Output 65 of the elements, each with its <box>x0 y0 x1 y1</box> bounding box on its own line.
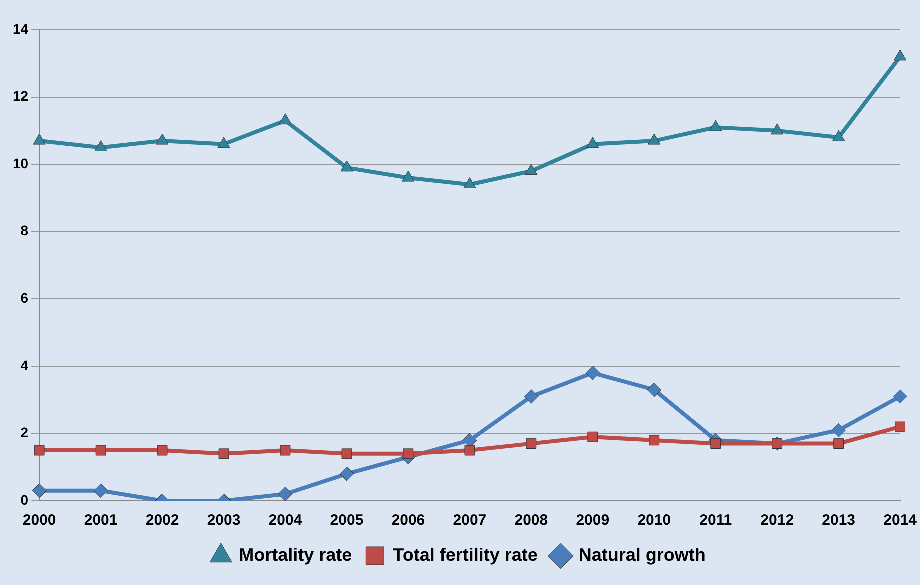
point <box>588 432 598 442</box>
legend-label: Natural growth <box>578 544 706 565</box>
x-tick-label: 2004 <box>268 512 303 530</box>
point <box>218 137 230 148</box>
point <box>403 448 414 460</box>
x-tick-label: 2006 <box>392 512 426 530</box>
point <box>33 134 46 145</box>
point <box>280 445 291 456</box>
y-tick-label: 4 <box>20 357 29 374</box>
x-tick-label: 2014 <box>884 512 918 530</box>
point <box>157 445 168 456</box>
point <box>586 366 600 380</box>
x-tick-label: 2013 <box>822 512 856 530</box>
y-tick-label: 6 <box>20 290 29 306</box>
point <box>278 487 293 501</box>
y-tick-label: 0 <box>20 492 29 508</box>
point <box>771 124 784 135</box>
point <box>649 435 660 446</box>
point <box>647 382 662 398</box>
x-tick-label: 2011 <box>700 512 732 530</box>
x-tick-label: 2008 <box>514 512 548 530</box>
x-tick-label: 2005 <box>330 512 364 530</box>
point <box>894 50 907 61</box>
x-tick-label: 2010 <box>638 512 672 530</box>
point <box>462 433 478 448</box>
point <box>464 178 476 189</box>
legend-label: Mortality rate <box>239 544 352 565</box>
x-tick-label: 2012 <box>760 512 794 530</box>
point <box>525 164 538 176</box>
point <box>94 484 108 498</box>
point <box>526 438 537 450</box>
point <box>32 484 47 498</box>
y-tick-label: 10 <box>12 155 29 172</box>
point <box>586 137 600 148</box>
point <box>834 438 844 450</box>
point <box>402 170 415 182</box>
point <box>279 114 292 125</box>
point <box>34 445 45 456</box>
point <box>710 120 722 132</box>
point <box>218 448 230 460</box>
x-tick-label: 2001 <box>84 512 118 530</box>
y-tick-label: 2 <box>20 424 29 441</box>
point <box>524 389 539 404</box>
point <box>96 445 106 456</box>
x-tick-label: 2009 <box>576 512 610 530</box>
point <box>893 389 908 404</box>
point <box>94 140 108 152</box>
legend-label: Total fertility rate <box>393 544 538 565</box>
y-tick-label: 12 <box>12 88 29 104</box>
x-tick-label: 2002 <box>146 512 180 530</box>
y-tick-label: 14 <box>12 20 29 37</box>
x-tick-label: 2000 <box>22 512 56 530</box>
point <box>710 438 722 450</box>
x-tick-label: 2007 <box>453 512 487 530</box>
point <box>464 445 476 456</box>
point <box>340 466 354 482</box>
point <box>832 423 846 438</box>
point <box>895 422 906 432</box>
y-tick-label: 8 <box>20 222 29 239</box>
point <box>648 134 661 145</box>
point <box>342 448 352 460</box>
point <box>156 134 169 145</box>
point <box>340 160 354 172</box>
x-tick-label: 2003 <box>207 512 241 530</box>
point <box>832 130 846 142</box>
